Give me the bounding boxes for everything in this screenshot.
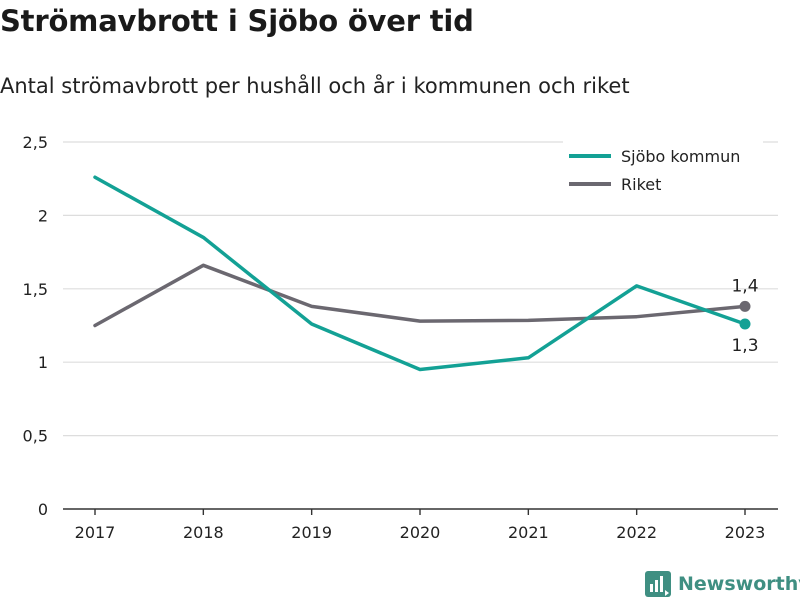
legend-label-sjobo: Sjöbo kommun [621, 147, 740, 166]
series-line-sjobo [93, 175, 747, 372]
brand-logo[interactable]: Newsworthy [645, 570, 800, 598]
x-tick-label: 2021 [508, 523, 549, 542]
end-marker-sjobo [739, 318, 751, 330]
x-tick-label: 2018 [183, 523, 224, 542]
brand-name: Newsworthy [678, 573, 800, 595]
x-tick-label: 2023 [725, 523, 766, 542]
series-line-riket [93, 263, 747, 328]
y-tick-label: 2,5 [23, 133, 48, 152]
y-tick-label: 0,5 [23, 427, 48, 446]
end-label-sjobo: 1,3 [731, 336, 758, 356]
y-tick-label: 0 [38, 500, 48, 519]
x-tick-label: 2020 [400, 523, 441, 542]
chart-title: Strömavbrott i Sjöbo över tid [0, 4, 474, 38]
legend-label-riket: Riket [621, 175, 661, 194]
x-tick-label: 2017 [75, 523, 116, 542]
end-label-riket: 1,4 [731, 276, 758, 296]
y-tick-label: 1 [38, 353, 48, 372]
chart-subtitle: Antal strömavbrott per hushåll och år i … [0, 74, 630, 98]
newsworthy-logo-icon [645, 571, 671, 597]
y-tick-label: 1,5 [23, 280, 48, 299]
legend-box [563, 140, 763, 202]
end-labels: 1,3 1,4 [731, 276, 758, 356]
x-tick-label: 2022 [616, 523, 657, 542]
end-marker-riket [739, 300, 751, 312]
legend: Sjöbo kommun Riket [563, 140, 763, 202]
series-lines [93, 175, 747, 372]
y-tick-label: 2 [38, 206, 48, 225]
x-tick-label: 2019 [291, 523, 332, 542]
axes: 0 0,5 1 1,5 2 2,5 2017 2018 2019 2020 2021 2022 2023 [23, 133, 778, 542]
